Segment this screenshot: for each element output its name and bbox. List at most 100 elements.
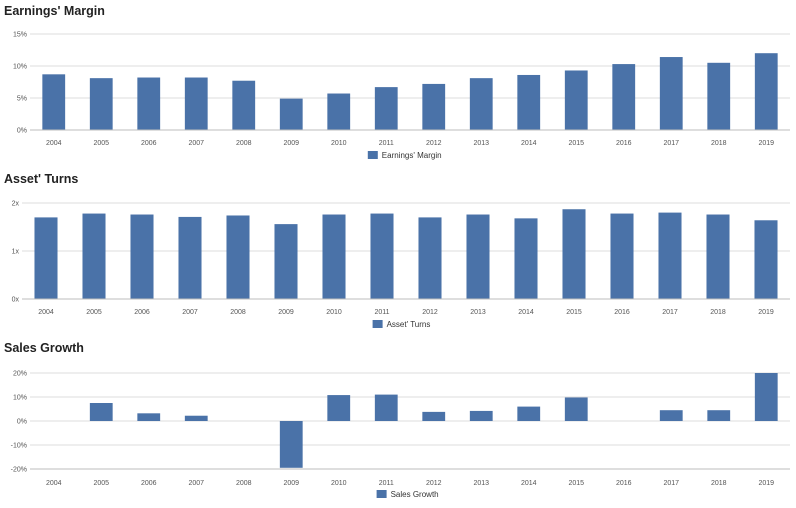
- earnings-margin-bar: [707, 62, 731, 130]
- asset-turns-xtick-label: 2011: [374, 309, 389, 316]
- earnings-margin-bar: [279, 98, 303, 130]
- asset-turns-ytick-label: 1x: [12, 249, 20, 256]
- asset-turns-ytick-label: 0x: [12, 297, 20, 304]
- asset-turns-xtick-label: 2018: [710, 309, 726, 316]
- asset-turns-xtick-label: 2007: [182, 309, 198, 316]
- earnings-margin-xtick-label: 2015: [568, 140, 584, 147]
- asset-turns-bar: [418, 217, 442, 299]
- asset-turns-bar: [130, 214, 154, 299]
- sales-growth-legend-label: Sales Growth: [391, 490, 439, 499]
- sales-growth-bar: [707, 410, 731, 421]
- asset-turns-bar: [658, 212, 682, 299]
- earnings-margin-ytick-label: 15%: [13, 32, 27, 39]
- earnings-margin-xtick-label: 2008: [236, 140, 252, 147]
- sales-growth-bar: [184, 415, 208, 421]
- earnings-margin-bar: [89, 78, 113, 130]
- sales-growth-ytick-label: 10%: [13, 395, 27, 402]
- earnings-margin-xtick-label: 2010: [331, 140, 347, 147]
- asset-turns-xtick-label: 2010: [326, 309, 342, 316]
- earnings-margin-xtick-label: 2016: [616, 140, 632, 147]
- asset-turns-bar: [322, 214, 346, 299]
- earnings-margin-bar: [564, 70, 588, 130]
- sales-growth-bar: [422, 411, 446, 421]
- sales-growth-ytick-label: -20%: [11, 467, 27, 474]
- earnings-margin-bar: [374, 87, 398, 130]
- chart-title-asset-turns: Asset' Turns: [4, 172, 79, 186]
- sales-growth-bar: [659, 410, 683, 421]
- earnings-margin-bar: [659, 57, 683, 130]
- sales-growth-bar: [137, 413, 161, 421]
- sales-growth-xtick-label: 2006: [141, 480, 157, 487]
- sales-growth-ytick-label: 20%: [13, 371, 27, 378]
- sales-growth-xtick-label: 2015: [568, 480, 584, 487]
- sales-growth-xtick-label: 2009: [283, 480, 299, 487]
- sales-growth-bar: [89, 403, 113, 421]
- sales-growth-xtick-label: 2016: [616, 480, 632, 487]
- asset-turns-bar: [226, 215, 250, 299]
- asset-turns-xtick-label: 2004: [38, 309, 54, 316]
- sales-growth-ytick-label: -10%: [11, 443, 27, 450]
- earnings-margin-xtick-label: 2014: [521, 140, 537, 147]
- earnings-margin-bar: [469, 78, 493, 130]
- earnings-margin-legend-swatch: [367, 151, 378, 159]
- asset-turns-xtick-label: 2015: [566, 309, 582, 316]
- sales-growth-legend-swatch: [376, 490, 387, 498]
- sales-growth-bar: [469, 410, 493, 421]
- earnings-margin-xtick-label: 2011: [379, 140, 394, 147]
- earnings-margin-xtick-label: 2017: [663, 140, 679, 147]
- earnings-margin-bar: [327, 93, 351, 130]
- sales-growth-xtick-label: 2008: [236, 480, 252, 487]
- earnings-margin-bar: [422, 83, 446, 130]
- earnings-margin-legend-label: Earnings' Margin: [382, 151, 442, 160]
- earnings-margin-xtick-label: 2019: [758, 140, 774, 147]
- sales-growth-bar: [279, 421, 303, 468]
- asset-turns-bar: [34, 217, 58, 299]
- asset-turns-bar: [370, 213, 394, 299]
- asset-turns-legend-swatch: [372, 320, 383, 328]
- chart-title-earnings-margin: Earnings' Margin: [4, 4, 105, 18]
- earnings-margin-bar: [232, 80, 256, 130]
- asset-turns-xtick-label: 2012: [422, 309, 438, 316]
- sales-growth-xtick-label: 2019: [758, 480, 774, 487]
- sales-growth-xtick-label: 2004: [46, 480, 62, 487]
- sales-growth-bar: [327, 395, 351, 421]
- asset-turns-bar: [610, 213, 634, 299]
- earnings-margin-bar: [42, 74, 66, 130]
- asset-turns-xtick-label: 2014: [518, 309, 534, 316]
- chart-title-sales-growth: Sales Growth: [4, 341, 84, 355]
- asset-turns-bar: [466, 214, 490, 299]
- asset-turns-bar: [178, 216, 202, 299]
- asset-turns-bar: [274, 224, 298, 299]
- sales-growth-ytick-label: 0%: [17, 419, 27, 426]
- sales-growth-xtick-label: 2005: [93, 480, 109, 487]
- asset-turns-xtick-label: 2017: [662, 309, 678, 316]
- sales-growth-xtick-label: 2013: [473, 480, 489, 487]
- asset-turns-ytick-label: 2x: [12, 201, 20, 208]
- asset-turns-legend-label: Asset' Turns: [387, 320, 431, 329]
- asset-turns-bar: [82, 213, 106, 299]
- sales-growth-xtick-label: 2010: [331, 480, 347, 487]
- sales-growth-bar: [754, 373, 778, 421]
- asset-turns-xtick-label: 2013: [470, 309, 486, 316]
- earnings-margin-xtick-label: 2007: [188, 140, 204, 147]
- earnings-margin-bar: [754, 53, 778, 131]
- asset-turns-xtick-label: 2019: [758, 309, 774, 316]
- asset-turns-bar: [514, 218, 538, 299]
- sales-growth-xtick-label: 2014: [521, 480, 537, 487]
- sales-growth-xtick-label: 2007: [188, 480, 204, 487]
- earnings-margin-bar: [517, 74, 541, 130]
- earnings-margin-xtick-label: 2013: [473, 140, 489, 147]
- sales-growth-xtick-label: 2017: [663, 480, 679, 487]
- earnings-margin-xtick-label: 2006: [141, 140, 157, 147]
- asset-turns-xtick-label: 2005: [86, 309, 102, 316]
- earnings-margin-xtick-label: 2005: [93, 140, 109, 147]
- asset-turns-bar: [754, 220, 778, 299]
- sales-growth-bar: [517, 406, 541, 421]
- sales-growth-bar: [374, 394, 398, 421]
- earnings-margin-ytick-label: 5%: [17, 96, 27, 103]
- earnings-margin-xtick-label: 2012: [426, 140, 442, 147]
- earnings-margin-bar: [184, 77, 208, 130]
- earnings-margin-ytick-label: 0%: [17, 128, 27, 135]
- earnings-margin-xtick-label: 2018: [711, 140, 727, 147]
